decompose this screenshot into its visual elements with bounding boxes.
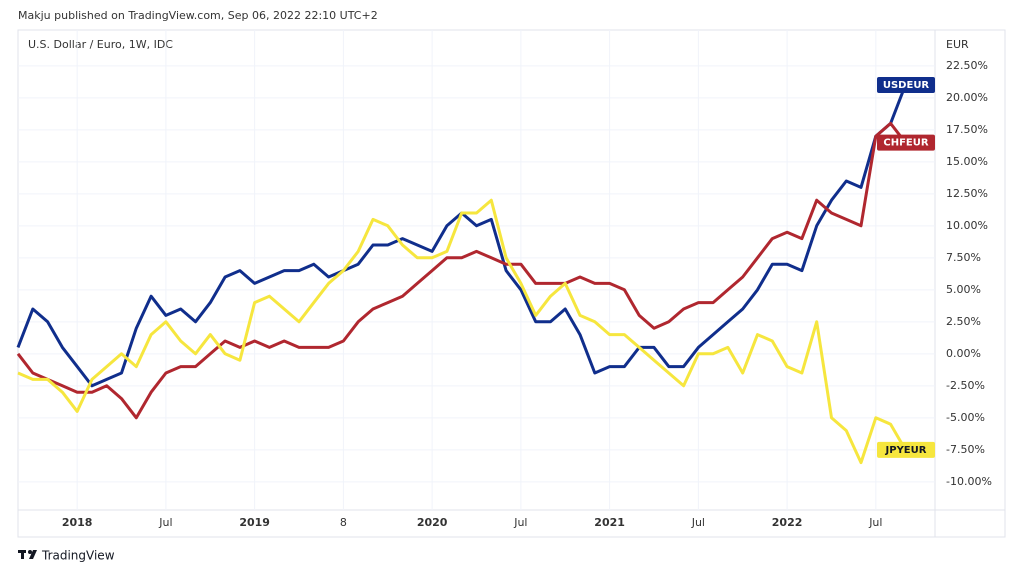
y-tick-label: 7.50% bbox=[946, 251, 981, 264]
series-line bbox=[17, 198, 907, 465]
footer-brand: TradingView bbox=[41, 549, 115, 563]
y-tick-label: 17.50% bbox=[946, 123, 988, 136]
y-tick-label: -2.50% bbox=[946, 379, 985, 392]
x-tick-label: 8 bbox=[340, 516, 347, 529]
x-tick-label: Jul bbox=[691, 516, 705, 529]
y-axis-unit: EUR bbox=[946, 38, 969, 51]
y-tick-label: 10.00% bbox=[946, 219, 988, 232]
series-tag bbox=[877, 441, 935, 458]
series-tag-label: JPYEUR bbox=[885, 445, 927, 456]
chart-title: U.S. Dollar / Euro, 1W, IDC bbox=[28, 38, 173, 51]
publish-header: Makju published on TradingView.com, Sep … bbox=[18, 9, 378, 22]
tradingview-logo bbox=[18, 550, 37, 559]
y-tick-label: 15.00% bbox=[946, 155, 988, 168]
x-tick-label: 2022 bbox=[772, 516, 803, 529]
series-tag-label: USDEUR bbox=[883, 80, 930, 91]
x-tick-label: 2019 bbox=[239, 516, 270, 529]
x-tick-label: 2020 bbox=[417, 516, 448, 529]
chart-frame bbox=[17, 29, 1006, 538]
x-tick-label: 2018 bbox=[62, 516, 93, 529]
series-tag bbox=[877, 77, 935, 94]
y-tick-label: 12.50% bbox=[946, 187, 988, 200]
y-tick-label: 20.00% bbox=[946, 91, 988, 104]
x-tick-label: Jul bbox=[868, 516, 882, 529]
y-tick-label: 5.00% bbox=[946, 283, 981, 296]
series-tag bbox=[877, 134, 935, 151]
y-tick-label: 2.50% bbox=[946, 315, 981, 328]
y-tick-label: -5.00% bbox=[946, 411, 985, 424]
series-line bbox=[16, 121, 907, 420]
x-tick-label: Jul bbox=[158, 516, 172, 529]
x-tick-label: Jul bbox=[513, 516, 527, 529]
y-tick-label: -10.00% bbox=[946, 475, 992, 488]
y-tick-label: 22.50% bbox=[946, 59, 988, 72]
y-tick-label: 0.00% bbox=[946, 347, 981, 360]
y-tick-label: -7.50% bbox=[946, 443, 985, 456]
series-tag-label: CHFEUR bbox=[883, 138, 928, 149]
x-tick-label: 2021 bbox=[594, 516, 625, 529]
